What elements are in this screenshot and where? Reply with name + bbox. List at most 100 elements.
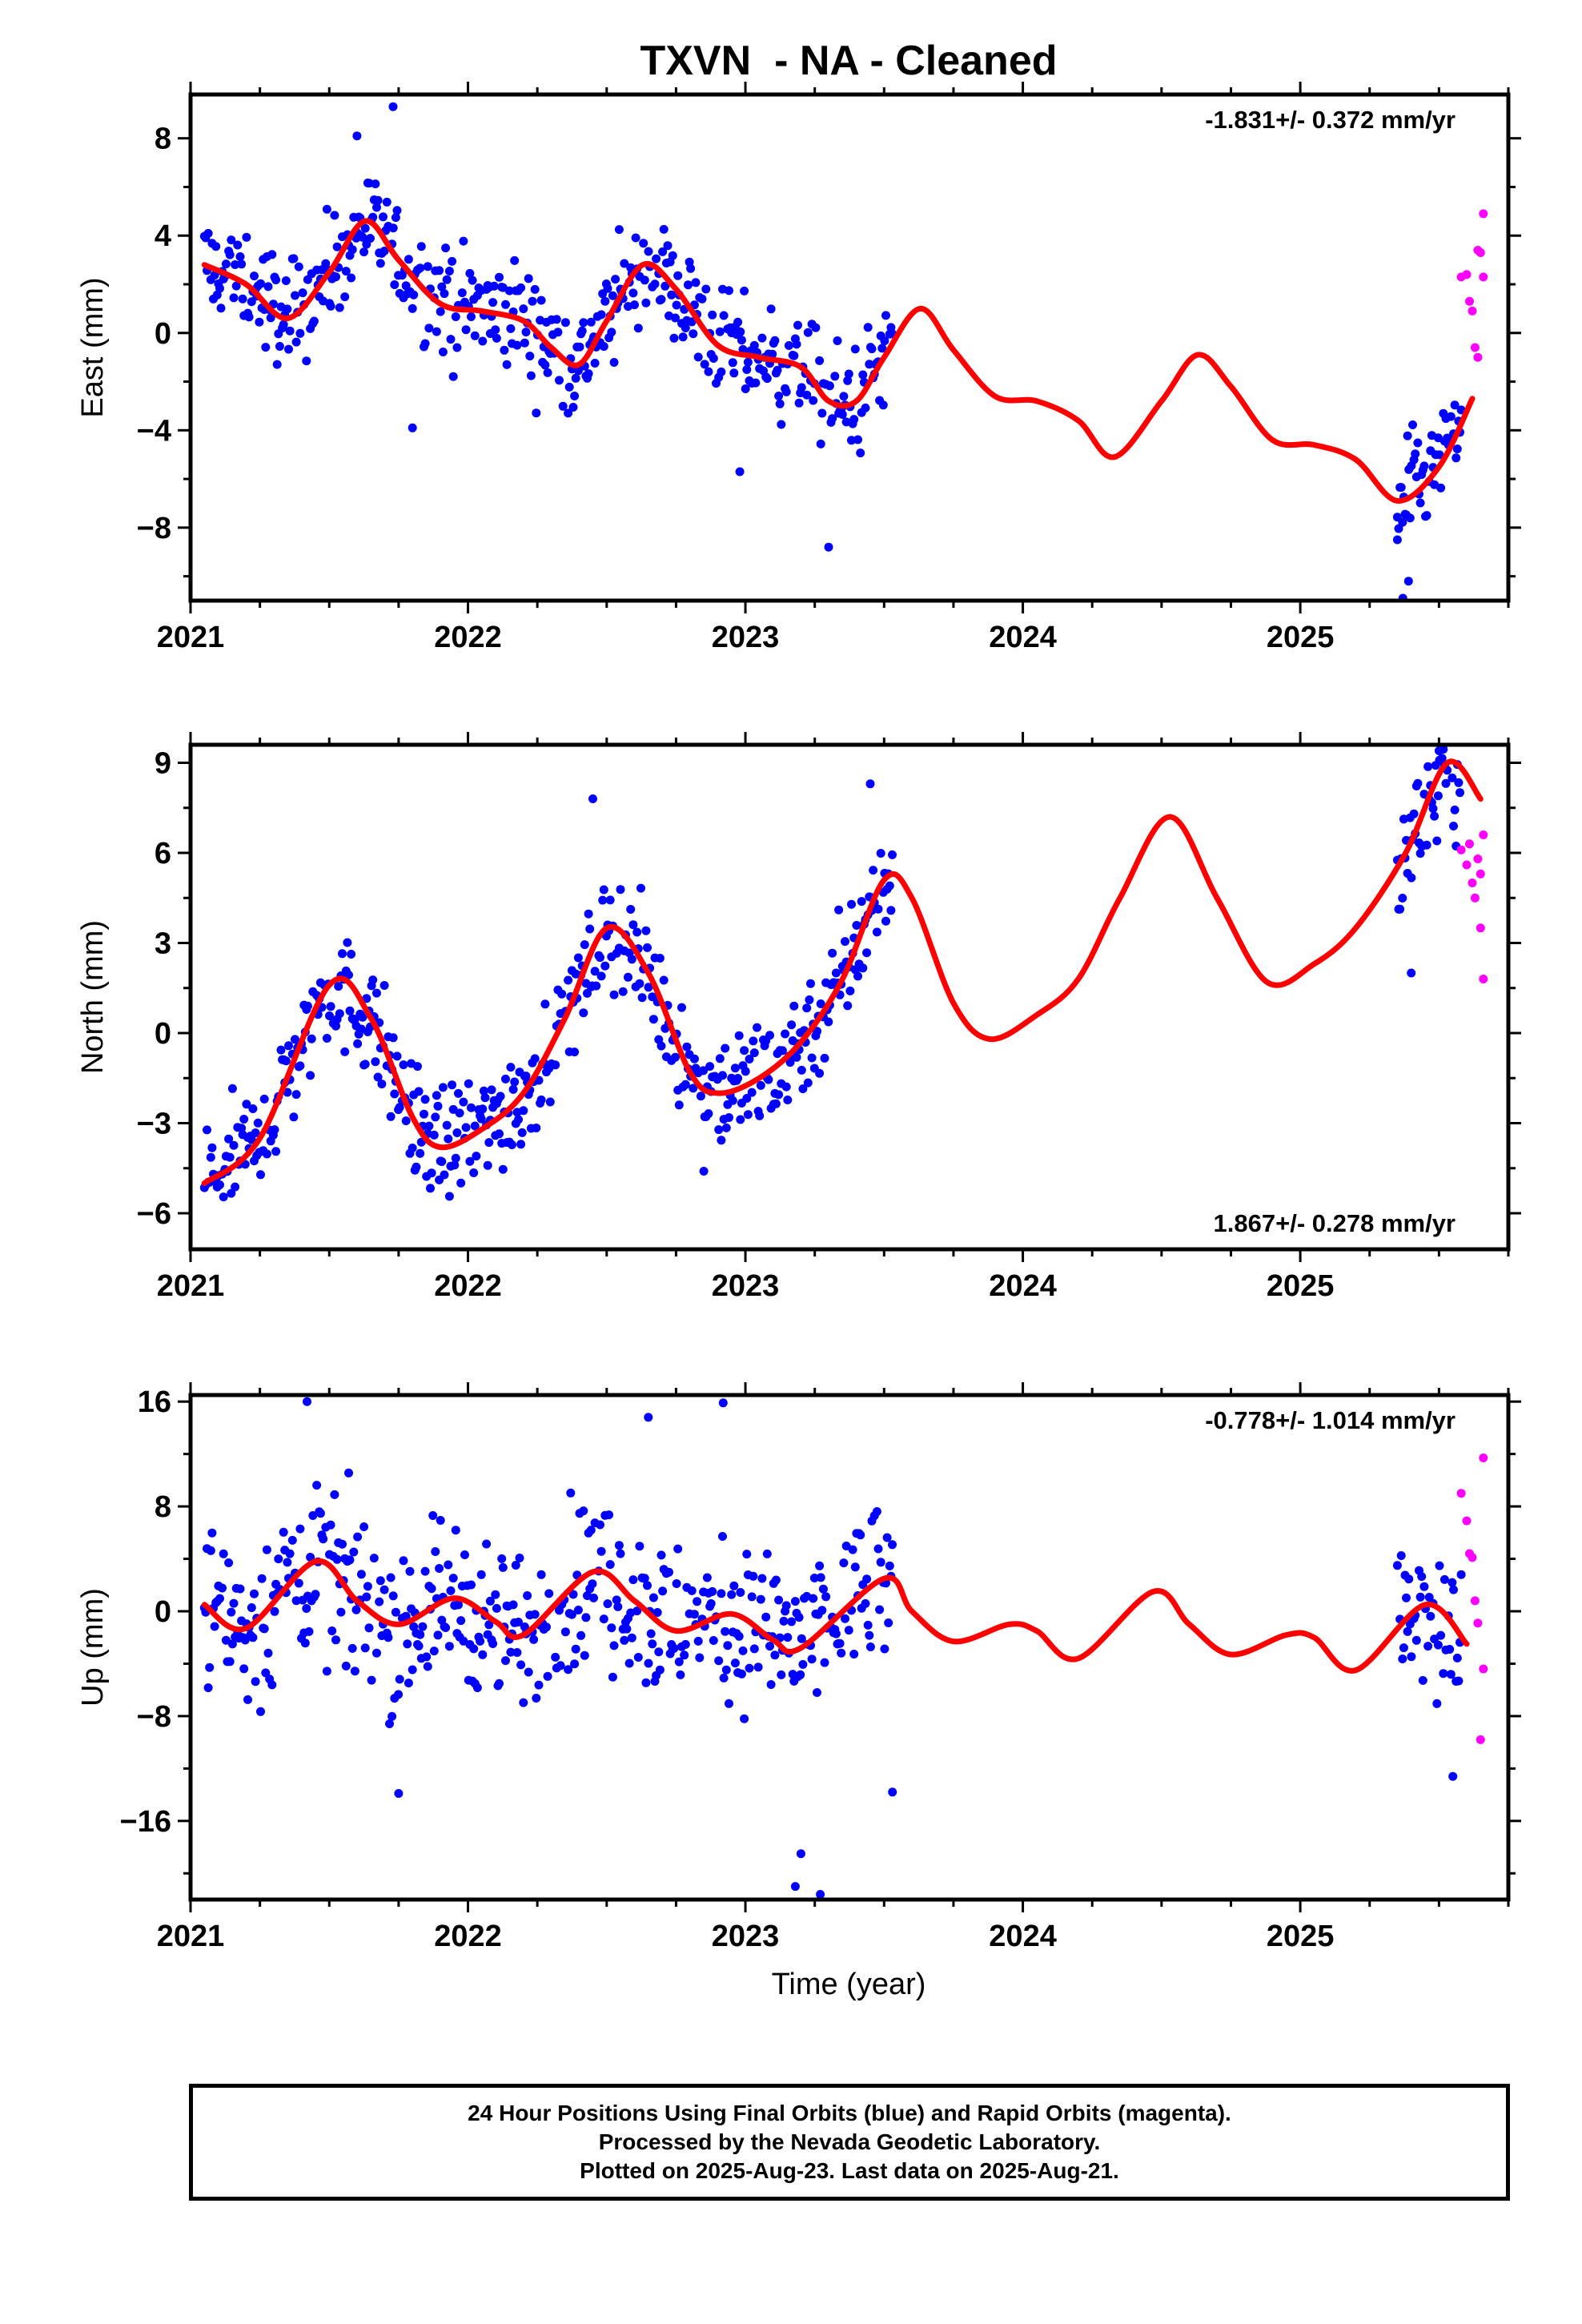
final-orbit-point	[743, 357, 753, 367]
final-orbit-point	[681, 1080, 690, 1089]
final-orbit-point	[448, 1574, 458, 1583]
final-orbit-point	[847, 899, 856, 909]
final-orbit-point	[613, 1602, 623, 1611]
y-tick-label: 8	[155, 123, 171, 156]
final-orbit-point	[495, 272, 504, 282]
final-orbit-point	[579, 318, 588, 328]
final-orbit-point	[345, 1006, 355, 1015]
final-orbit-point	[863, 1620, 873, 1630]
final-orbit-point	[648, 1015, 658, 1024]
final-orbit-point	[603, 1599, 612, 1609]
final-orbit-point	[671, 313, 680, 323]
final-orbit-point	[749, 340, 759, 350]
final-orbit-point	[227, 1639, 237, 1649]
final-orbit-point	[1419, 461, 1429, 471]
final-orbit-point	[332, 242, 342, 251]
final-orbit-point	[536, 1570, 546, 1579]
final-orbit-point	[841, 937, 849, 947]
final-orbit-point	[604, 1510, 614, 1520]
final-orbit-point	[530, 1054, 540, 1063]
final-orbit-point	[599, 885, 608, 895]
final-orbit-point	[592, 981, 601, 991]
final-orbit-point	[295, 1061, 305, 1071]
final-orbit-point	[865, 1642, 875, 1651]
final-orbit-point	[809, 1594, 818, 1603]
final-orbit-point	[331, 1021, 340, 1031]
final-orbit-point	[215, 1594, 224, 1603]
final-orbit-point	[379, 212, 387, 222]
final-orbit-point	[614, 225, 624, 235]
final-orbit-point	[300, 1638, 310, 1648]
final-orbit-point	[451, 1153, 460, 1163]
final-orbit-point	[429, 1130, 439, 1140]
final-orbit-point	[250, 271, 259, 281]
final-orbit-point	[580, 940, 589, 950]
final-orbit-point	[255, 317, 264, 327]
final-orbit-point	[816, 999, 825, 1008]
final-orbit-point	[343, 938, 352, 947]
final-orbit-point	[1439, 1669, 1448, 1679]
final-orbit-point	[734, 1031, 744, 1040]
final-orbit-point	[599, 342, 608, 352]
final-orbit-point	[858, 963, 868, 973]
final-orbit-point	[413, 1062, 422, 1072]
final-orbit-point	[693, 352, 703, 362]
final-orbit-point	[303, 1397, 311, 1406]
final-orbit-point	[237, 259, 247, 269]
final-orbit-point	[239, 1664, 249, 1674]
final-orbit-point	[216, 304, 226, 313]
final-orbit-point	[586, 1526, 596, 1535]
final-orbit-point	[774, 392, 784, 400]
final-orbit-point	[747, 1592, 757, 1602]
final-orbit-point	[809, 1574, 819, 1582]
final-orbit-point	[420, 1109, 428, 1119]
rapid-orbit-point	[1479, 1664, 1488, 1674]
rapid-orbit-point	[1476, 923, 1485, 933]
final-orbit-point	[390, 1089, 400, 1099]
final-orbit-point	[412, 1162, 421, 1172]
x-tick-label: 2021	[157, 1920, 225, 1953]
final-orbit-point	[885, 881, 894, 891]
final-orbit-point	[802, 1003, 812, 1013]
final-orbit-point	[841, 1614, 849, 1623]
final-orbit-point	[845, 986, 855, 995]
final-orbit-point	[345, 1555, 355, 1565]
final-orbit-point	[360, 1643, 370, 1653]
figure-title: TXVN - NA - Cleaned	[640, 38, 1057, 84]
final-orbit-point	[373, 1072, 383, 1082]
final-orbit-point	[727, 1590, 737, 1599]
final-orbit-point	[790, 1597, 800, 1606]
final-orbit-point	[1450, 805, 1460, 814]
rapid-orbit-point	[1479, 830, 1488, 839]
rapid-orbit-point	[1473, 352, 1483, 362]
final-orbit-point	[717, 1589, 726, 1598]
final-orbit-point	[472, 1152, 481, 1161]
final-orbit-point	[837, 410, 847, 419]
final-orbit-point	[341, 1661, 351, 1671]
final-orbit-point	[1433, 1640, 1443, 1650]
final-orbit-point	[470, 331, 480, 340]
final-orbit-point	[816, 1573, 825, 1582]
final-orbit-point	[506, 1063, 516, 1072]
final-orbit-point	[279, 320, 288, 329]
final-orbit-point	[331, 272, 340, 282]
final-orbit-point	[558, 401, 568, 411]
final-orbit-point	[1398, 894, 1407, 903]
rapid-orbit-point	[1456, 845, 1466, 854]
model-fit-line	[201, 218, 1476, 504]
y-tick-label: −6	[137, 1197, 171, 1231]
final-orbit-point	[687, 1586, 697, 1595]
final-orbit-point	[414, 1087, 424, 1096]
final-orbit-point	[359, 247, 369, 257]
final-orbit-point	[1437, 754, 1447, 763]
final-orbit-point	[285, 326, 295, 336]
final-orbit-point	[861, 1598, 870, 1608]
final-orbit-point	[747, 1088, 757, 1097]
final-orbit-point	[424, 1121, 434, 1131]
final-orbit-point	[279, 1527, 288, 1537]
final-orbit-point	[414, 1641, 424, 1651]
final-orbit-point	[781, 1601, 791, 1610]
final-orbit-point	[721, 1665, 731, 1675]
final-orbit-point	[878, 400, 888, 410]
final-orbit-point	[764, 1075, 773, 1084]
